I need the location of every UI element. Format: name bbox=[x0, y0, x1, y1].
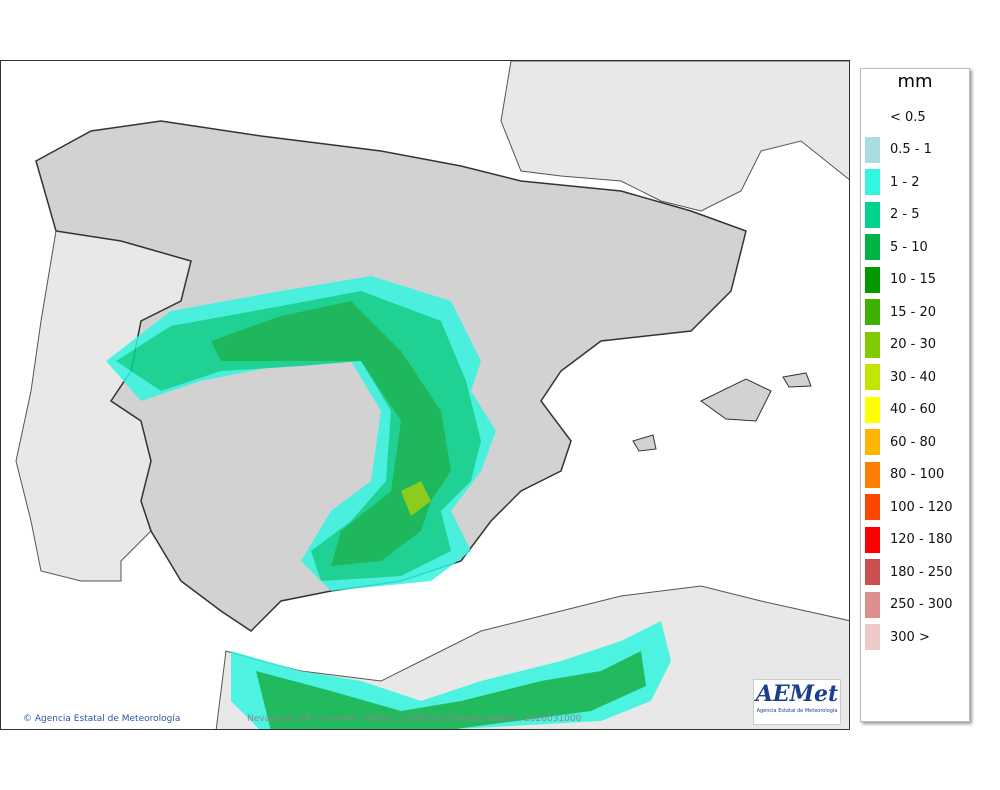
legend-item: 80 - 100 bbox=[861, 459, 969, 492]
legend-item: 180 - 250 bbox=[861, 556, 969, 589]
legend-item: 100 - 120 bbox=[861, 491, 969, 524]
legend-swatch bbox=[865, 299, 880, 326]
legend-label: 180 - 250 bbox=[890, 564, 953, 580]
legend-label: 250 - 300 bbox=[890, 597, 953, 613]
legend-label: 120 - 180 bbox=[890, 532, 953, 548]
france-land bbox=[500, 61, 849, 212]
mallorca-island bbox=[700, 378, 772, 422]
legend-swatch bbox=[865, 364, 880, 391]
legend-label: 30 - 40 bbox=[890, 369, 937, 385]
legend-item: 60 - 80 bbox=[861, 426, 969, 459]
map-canvas bbox=[15, 61, 849, 729]
legend-item: 2 - 5 bbox=[861, 199, 969, 232]
legend-title: mm bbox=[897, 71, 933, 92]
legend-label: 20 - 30 bbox=[890, 337, 937, 353]
logo-subtext: Agencia Estatal de Meteorología bbox=[756, 708, 838, 714]
legend-label: 80 - 100 bbox=[890, 467, 945, 483]
legend-item: 120 - 180 bbox=[861, 524, 969, 557]
map-caption: Nevada en 24 h máxima. Validez: 20260310… bbox=[247, 714, 582, 724]
legend-swatch bbox=[865, 559, 880, 586]
legend-label: 300 > bbox=[890, 629, 930, 645]
legend-swatch bbox=[865, 104, 880, 131]
snowfall-area bbox=[106, 276, 671, 729]
legend-label: < 0.5 bbox=[890, 109, 926, 125]
legend-swatch bbox=[865, 201, 880, 228]
legend-item: < 0.5 bbox=[861, 101, 969, 134]
legend-label: 15 - 20 bbox=[890, 304, 937, 320]
legend-label: 0.5 - 1 bbox=[890, 142, 932, 158]
legend-swatch bbox=[865, 266, 880, 293]
legend-label: 1 - 2 bbox=[890, 174, 920, 190]
legend-label: 100 - 120 bbox=[890, 499, 953, 515]
menorca-island bbox=[782, 372, 812, 388]
legend-swatch bbox=[865, 591, 880, 618]
legend-swatch bbox=[865, 461, 880, 488]
legend-item: 5 - 10 bbox=[861, 231, 969, 264]
legend-item: 10 - 15 bbox=[861, 264, 969, 297]
legend-swatch bbox=[865, 169, 880, 196]
legend-label: 60 - 80 bbox=[890, 434, 937, 450]
legend-swatch bbox=[865, 331, 880, 358]
legend: mm < 0.5 0.5 - 1 1 - 2 2 - 5 5 - 10 10 - 15 15… bbox=[860, 68, 970, 722]
legend-label: 2 - 5 bbox=[890, 207, 920, 223]
legend-item: 0.5 - 1 bbox=[861, 134, 969, 167]
legend-swatch bbox=[865, 429, 880, 456]
legend-item: 1 - 2 bbox=[861, 166, 969, 199]
ibiza-island bbox=[632, 434, 657, 452]
legend-item: 40 - 60 bbox=[861, 394, 969, 427]
legend-item: 15 - 20 bbox=[861, 296, 969, 329]
legend-label: 10 - 15 bbox=[890, 272, 937, 288]
aemet-logo: AEMet Agencia Estatal de Meteorología bbox=[753, 679, 841, 725]
logo-text: AEMet bbox=[755, 681, 839, 707]
legend-swatch bbox=[865, 494, 880, 521]
legend-swatch bbox=[865, 234, 880, 261]
legend-item: 20 - 30 bbox=[861, 329, 969, 362]
snowfall-map[interactable]: © Agencia Estatal de Meteorología Nevada… bbox=[0, 60, 850, 730]
legend-item: 30 - 40 bbox=[861, 361, 969, 394]
legend-swatch bbox=[865, 526, 880, 553]
copyright-credit: © Agencia Estatal de Meteorología bbox=[23, 714, 181, 724]
legend-label: 5 - 10 bbox=[890, 239, 928, 255]
legend-label: 40 - 60 bbox=[890, 402, 937, 418]
legend-swatch bbox=[865, 624, 880, 651]
legend-swatch bbox=[865, 396, 880, 423]
legend-item: 250 - 300 bbox=[861, 589, 969, 622]
legend-swatch bbox=[865, 136, 880, 163]
legend-item: 300 > bbox=[861, 621, 969, 654]
credit-text: Agencia Estatal de Meteorología bbox=[34, 714, 181, 724]
